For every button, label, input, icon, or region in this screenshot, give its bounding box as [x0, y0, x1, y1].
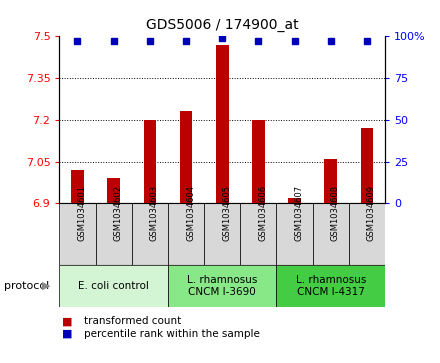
Text: transformed count: transformed count — [84, 316, 181, 326]
Text: L. rhamnosus
CNCM I-4317: L. rhamnosus CNCM I-4317 — [296, 275, 366, 297]
Bar — [71, 170, 84, 203]
Bar — [252, 120, 265, 203]
Bar — [240, 203, 276, 265]
Bar — [204, 203, 240, 265]
Text: GSM1034604: GSM1034604 — [186, 184, 195, 241]
Text: percentile rank within the sample: percentile rank within the sample — [84, 329, 260, 339]
Bar — [313, 203, 349, 265]
Text: GSM1034607: GSM1034607 — [294, 184, 304, 241]
Bar — [276, 203, 313, 265]
Text: GSM1034603: GSM1034603 — [150, 184, 159, 241]
Bar — [107, 178, 120, 203]
Bar — [168, 265, 276, 307]
Text: L. rhamnosus
CNCM I-3690: L. rhamnosus CNCM I-3690 — [187, 275, 257, 297]
Text: GSM1034606: GSM1034606 — [258, 184, 268, 241]
Bar — [59, 203, 95, 265]
Text: protocol: protocol — [4, 281, 50, 291]
Bar — [216, 45, 228, 203]
Bar — [168, 203, 204, 265]
Text: ■: ■ — [62, 329, 72, 339]
Bar — [349, 203, 385, 265]
Bar — [288, 198, 301, 203]
Bar — [59, 265, 168, 307]
Text: GSM1034601: GSM1034601 — [77, 184, 87, 241]
Bar — [361, 128, 373, 203]
Bar — [95, 203, 132, 265]
Bar — [132, 203, 168, 265]
Bar — [180, 111, 192, 203]
Bar — [143, 120, 156, 203]
Text: GSM1034609: GSM1034609 — [367, 184, 376, 241]
Title: GDS5006 / 174900_at: GDS5006 / 174900_at — [146, 19, 298, 33]
Text: GSM1034605: GSM1034605 — [222, 184, 231, 241]
Text: GSM1034608: GSM1034608 — [331, 184, 340, 241]
Text: GSM1034602: GSM1034602 — [114, 184, 123, 241]
Text: ▶: ▶ — [42, 281, 50, 291]
Bar — [324, 159, 337, 203]
Bar — [276, 265, 385, 307]
Text: E. coli control: E. coli control — [78, 281, 149, 291]
Text: ■: ■ — [62, 316, 72, 326]
